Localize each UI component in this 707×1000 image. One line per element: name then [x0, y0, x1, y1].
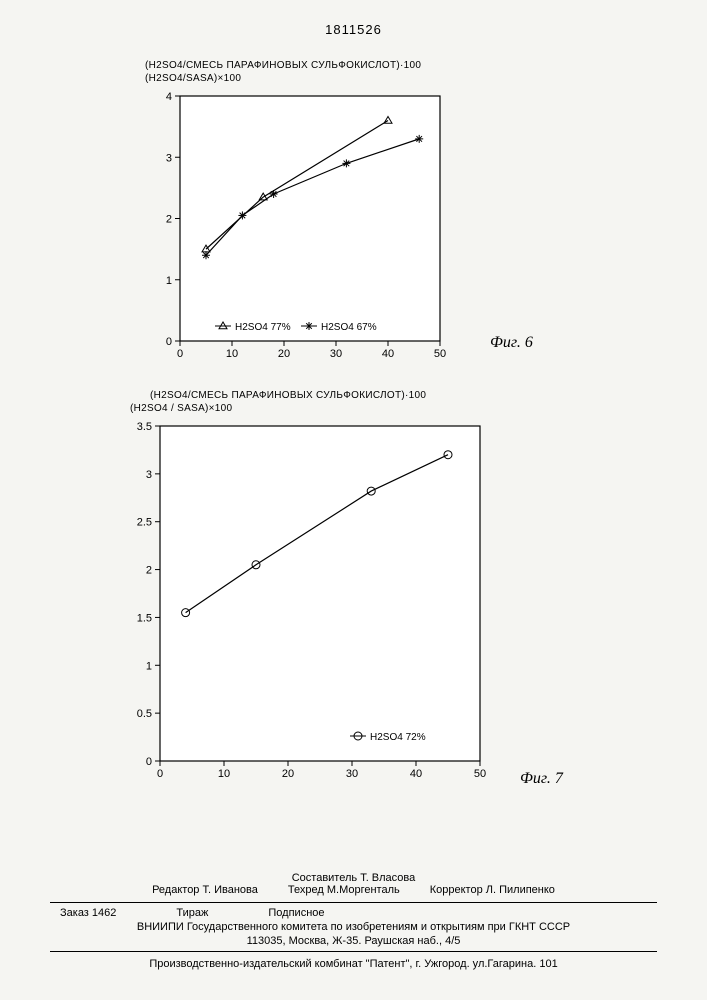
composer-label: Составитель — [292, 872, 357, 884]
fig6-label: Фиг. 6 — [490, 334, 533, 352]
svg-text:0: 0 — [166, 336, 172, 348]
svg-text:1.5: 1.5 — [137, 612, 152, 624]
svg-text:4: 4 — [166, 91, 172, 103]
svg-text:50: 50 — [474, 768, 486, 780]
svg-text:10: 10 — [218, 768, 230, 780]
order-num: 1462 — [92, 907, 116, 919]
svg-text:H2SO4 77%: H2SO4 77% — [235, 322, 291, 333]
svg-text:2: 2 — [166, 214, 172, 226]
corrector-label: Корректор — [430, 884, 483, 896]
chart-6: (H2SO4/СМЕСЬ ПАРАФИНОВЫХ СУЛЬФОКИСЛОТ)·1… — [145, 60, 465, 369]
svg-text:2: 2 — [146, 565, 152, 577]
svg-text:1: 1 — [146, 660, 152, 672]
chart6-title1: (H2SO4/СМЕСЬ ПАРАФИНОВЫХ СУЛЬФОКИСЛОТ)·1… — [145, 60, 465, 71]
footer-publisher: Производственно-издательский комбинат "П… — [50, 958, 657, 970]
footer: Составитель Т. Власова Редактор Т. Ивано… — [50, 872, 657, 970]
chart6-title2: (H2SO4/SASA)×100 — [145, 73, 465, 84]
composer-name: Т. Власова — [360, 872, 415, 884]
svg-text:1: 1 — [166, 275, 172, 287]
svg-text:30: 30 — [346, 768, 358, 780]
svg-text:H2SO4 72%: H2SO4 72% — [370, 732, 426, 743]
svg-text:10: 10 — [226, 348, 238, 360]
svg-text:40: 40 — [410, 768, 422, 780]
svg-text:30: 30 — [330, 348, 342, 360]
tirage-label: Тираж — [176, 907, 208, 919]
svg-text:0: 0 — [146, 756, 152, 768]
divider-1 — [50, 902, 657, 903]
editor-label: Редактор — [152, 884, 199, 896]
footer-org: ВНИИПИ Государственного комитета по изоб… — [50, 921, 657, 933]
svg-text:0.5: 0.5 — [137, 708, 152, 720]
chart7-title2: (H2SO4 / SASA)×100 — [130, 403, 505, 414]
svg-text:20: 20 — [282, 768, 294, 780]
svg-text:40: 40 — [382, 348, 394, 360]
sub-label: Подписное — [268, 907, 324, 919]
chart7-svg: 0 10 20 30 40 50 0 0.5 1 1.5 2 2.5 3 3.5 H2SO4 72% — [120, 416, 505, 786]
editor-name: Т. Иванова — [203, 884, 258, 896]
svg-text:3: 3 — [166, 152, 172, 164]
svg-text:H2SO4 67%: H2SO4 67% — [321, 322, 377, 333]
chart7-title1: (H2SO4/СМЕСЬ ПАРАФИНОВЫХ СУЛЬФОКИСЛОТ)·1… — [150, 390, 505, 401]
chart-7: (H2SO4/СМЕСЬ ПАРАФИНОВЫХ СУЛЬФОКИСЛОТ)·1… — [120, 390, 505, 789]
fig7-label: Фиг. 7 — [520, 770, 563, 788]
svg-text:3.5: 3.5 — [137, 421, 152, 433]
footer-addr: 113035, Москва, Ж-35. Раушская наб., 4/5 — [50, 935, 657, 947]
svg-text:0: 0 — [177, 348, 183, 360]
svg-text:20: 20 — [278, 348, 290, 360]
svg-text:50: 50 — [434, 348, 446, 360]
chart6-svg: 0 10 20 30 40 50 0 1 2 3 4 H2SO4 77% H2SO4 67% — [145, 86, 465, 366]
tech-label: Техред — [288, 884, 324, 896]
corrector-name: Л. Пилипенко — [486, 884, 555, 896]
svg-text:3: 3 — [146, 469, 152, 481]
order-label: Заказ — [60, 907, 89, 919]
svg-text:0: 0 — [157, 768, 163, 780]
divider-2 — [50, 951, 657, 952]
tech-name: М.Моргенталь — [327, 884, 400, 896]
document-number: 1811526 — [0, 0, 707, 37]
svg-text:2.5: 2.5 — [137, 517, 152, 529]
